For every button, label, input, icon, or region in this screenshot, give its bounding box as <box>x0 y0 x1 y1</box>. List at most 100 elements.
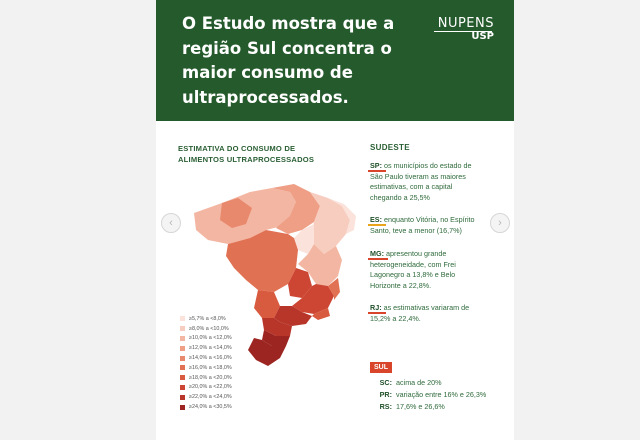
legend-label: ≥16,0% a <18,0% <box>189 364 232 371</box>
legend-label: ≥8,0% a <10,0% <box>189 325 229 332</box>
logo-divider <box>434 31 492 32</box>
mg-entry: MG: apresentou grande heterogeneidade, c… <box>370 249 500 291</box>
mg-underline <box>368 258 388 260</box>
legend-swatch <box>180 384 185 390</box>
state-code: PR: <box>379 390 392 399</box>
entry-line: Santo, teve a menor (16,7%) <box>370 225 462 235</box>
state-code: RJ: <box>370 303 382 312</box>
map-region-amazonas-east <box>220 198 252 228</box>
legend-swatch <box>180 375 185 381</box>
legend-item: ≥22,0% a <24,0% <box>180 392 232 402</box>
legend-label: ≥18,0% a <20,0% <box>189 374 232 381</box>
map-region-sao-paulo <box>274 306 312 326</box>
rj-underline <box>368 312 386 314</box>
entry-line: São Paulo tiveram as maiores <box>370 171 466 181</box>
entry-line: chegando a 25,5% <box>370 192 430 202</box>
map-title: ESTIMATIVA DO CONSUMO DE ALIMENTOS ULTRA… <box>178 143 338 165</box>
legend-label: ≥22,0% a <24,0% <box>189 394 232 401</box>
legend-item: ≥10,0% a <12,0% <box>180 334 232 344</box>
sc-row: SC: acima de 20% <box>370 378 442 388</box>
entry-line: enquanto Vitória, no Espírito <box>381 215 475 224</box>
map-region-parana <box>262 318 292 336</box>
map-title-line: ALIMENTOS ULTRAPROCESSADOS <box>178 155 315 164</box>
logo-sub-text: USP <box>471 31 494 42</box>
state-code: SC: <box>379 378 392 387</box>
entry-line: apresentou grande <box>383 249 447 258</box>
entry-line: estimativas, com a capital <box>370 182 453 192</box>
legend-label: ≥5,7% a <8,0% <box>189 315 226 322</box>
legend-item: ≥16,0% a <18,0% <box>180 363 232 373</box>
carousel-next-button[interactable]: › <box>490 213 510 233</box>
map-region-goias <box>288 268 312 298</box>
legend-item: ≥12,0% a <14,0% <box>180 343 232 353</box>
map-region-mato-grosso-sul <box>254 290 280 318</box>
rs-row: RS: 17,6% e 26,6% <box>370 402 445 412</box>
map-region-rio-de-janeiro <box>312 308 330 320</box>
es-entry: ES: enquanto Vitória, no Espírito Santo,… <box>370 215 500 236</box>
map-title-line: ESTIMATIVA DO CONSUMO DE <box>178 144 296 153</box>
map-region-maranhao <box>294 224 314 254</box>
post-image: O Estudo mostra que a região Sul concent… <box>156 0 514 440</box>
map-region-para <box>272 184 320 234</box>
state-code: SP: <box>370 161 382 170</box>
state-code: ES: <box>370 215 382 224</box>
headline-line: ultraprocessados. <box>182 87 349 107</box>
legend-item: ≥18,0% a <20,0% <box>180 373 232 383</box>
legend-item: ≥24,0% a <30,5% <box>180 402 232 412</box>
legend-label: ≥24,0% a <30,5% <box>189 404 232 411</box>
map-region-northeast <box>310 192 350 254</box>
entry-line: 15,2% a 22,4%. <box>370 313 421 323</box>
map-region-rio-grande-do-sul <box>248 338 286 366</box>
nupens-usp-logo: NUPENS USP <box>434 16 494 42</box>
state-code: MG: <box>370 249 384 258</box>
map-region-santa-catarina <box>262 330 290 346</box>
entry-line: os municípios do estado de <box>381 161 472 170</box>
legend-swatch <box>180 394 185 400</box>
chevron-right-icon: › <box>498 217 502 229</box>
headline-line: O Estudo mostra que a <box>182 14 395 33</box>
map-region-ne-coast <box>328 198 356 234</box>
post-header-banner: O Estudo mostra que a região Sul concent… <box>156 0 514 121</box>
es-underline <box>368 224 386 226</box>
legend-label: ≥12,0% a <14,0% <box>189 345 232 352</box>
sul-value: acima de 20% <box>396 378 442 387</box>
entry-line: as estimativas variaram de <box>381 303 470 312</box>
entry-line: heterogeneidade, com Frei <box>370 259 456 269</box>
map-region-espirito-santo <box>328 278 340 300</box>
sul-value: variação entre 16% e 26,3% <box>396 390 487 399</box>
map-region-center-west <box>226 230 298 292</box>
legend-swatch <box>180 345 185 351</box>
legend-swatch <box>180 355 185 361</box>
sp-entry: SP: os municípios do estado de São Paulo… <box>370 161 500 203</box>
map-region-minas-gerais <box>292 284 334 314</box>
brazil-map <box>194 184 356 366</box>
legend-item: ≥20,0% a <22,0% <box>180 383 232 393</box>
sul-value: 17,6% e 26,6% <box>396 402 445 411</box>
headline-line: maior consumo de <box>182 63 353 82</box>
headline-line: região Sul concentra o <box>182 38 392 58</box>
legend-item: ≥5,7% a <8,0% <box>180 314 232 324</box>
legend-swatch <box>180 335 185 341</box>
sudeste-heading: SUDESTE <box>370 143 410 152</box>
legend-item: ≥8,0% a <10,0% <box>180 324 232 334</box>
legend-label: ≥10,0% a <12,0% <box>189 335 232 342</box>
legend-swatch <box>180 326 185 332</box>
entry-line: Lagonegro a 13,8% e Belo <box>370 270 456 280</box>
entry-line: Horizonte a 22,8%. <box>370 280 432 290</box>
state-code: RS: <box>379 402 392 411</box>
legend-label: ≥20,0% a <22,0% <box>189 384 232 391</box>
legend-swatch <box>180 316 185 322</box>
sul-badge: SUL <box>370 362 392 373</box>
headline: O Estudo mostra que a região Sul concent… <box>182 12 402 110</box>
legend-swatch <box>180 365 185 371</box>
rj-entry: RJ: as estimativas variaram de 15,2% a 2… <box>370 303 500 324</box>
sp-underline <box>368 170 386 172</box>
chevron-left-icon: ‹ <box>169 217 173 229</box>
legend-swatch <box>180 404 185 410</box>
carousel-prev-button[interactable]: ‹ <box>161 213 181 233</box>
legend-label: ≥14,0% a <16,0% <box>189 355 232 362</box>
map-legend: ≥5,7% a <8,0% ≥8,0% a <10,0% ≥10,0% a <1… <box>180 314 232 412</box>
logo-main-text: NUPENS <box>437 16 494 31</box>
pr-row: PR: variação entre 16% e 26,3% <box>370 390 487 400</box>
